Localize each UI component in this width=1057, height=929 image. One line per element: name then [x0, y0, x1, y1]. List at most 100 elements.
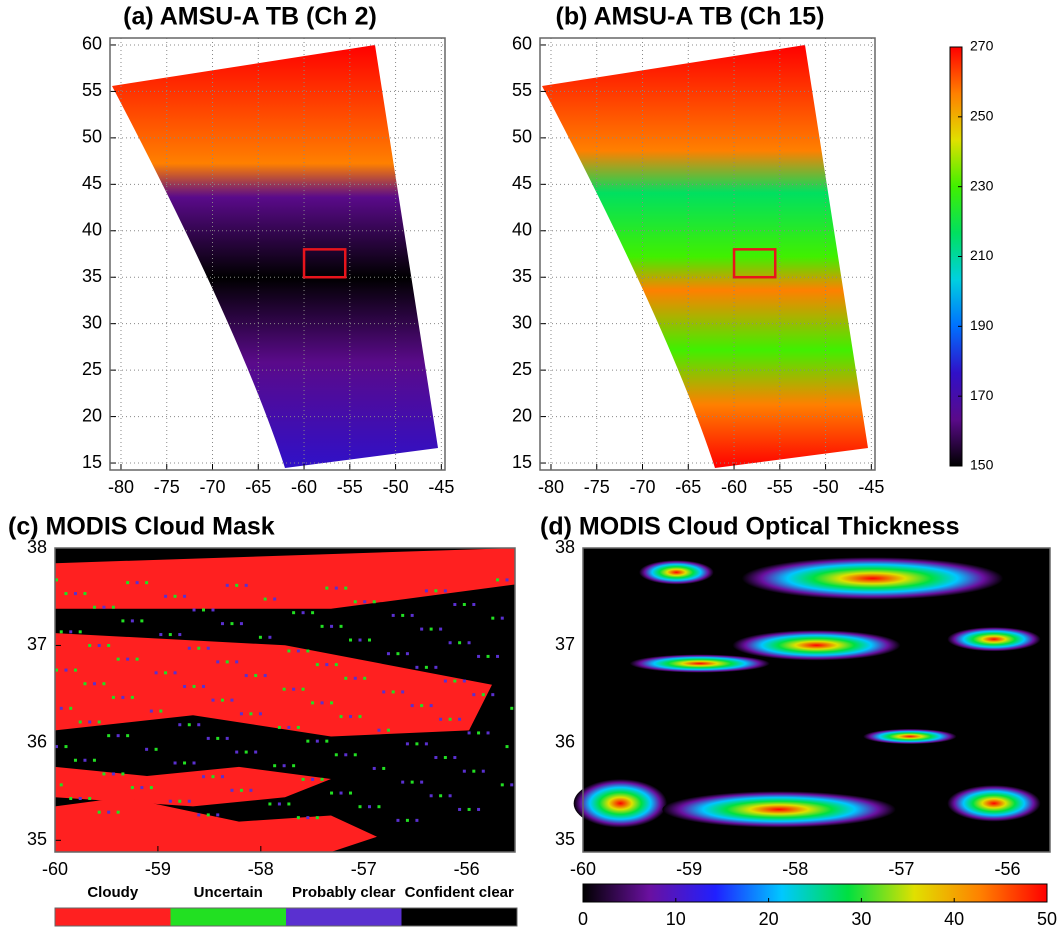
mask-pixel: [500, 783, 504, 787]
mask-pixel: [55, 578, 58, 582]
mask-pixel: [88, 643, 92, 647]
mask-pixel: [116, 734, 120, 738]
mask-pixel: [220, 698, 224, 702]
mask-pixel: [439, 627, 443, 631]
colorbar-label: 230: [970, 177, 994, 193]
mask-pixel: [477, 731, 481, 735]
mask-pixel: [396, 818, 400, 822]
mask-pixel: [88, 797, 92, 801]
x-tick-label: -57: [888, 859, 914, 879]
mask-pixel: [130, 786, 134, 790]
mask-pixel: [344, 676, 348, 680]
mask-pixel: [268, 635, 272, 639]
panel: (b) AMSU-A TB (Ch 15)-80 -75 -70 -65 -60 -55-…: [512, 3, 994, 497]
mask-pixel: [443, 589, 447, 593]
mask-pixel: [353, 676, 357, 680]
mask-pixel: [126, 581, 130, 585]
mask-pixel: [377, 805, 381, 809]
y-tick-label: 55: [512, 80, 532, 100]
mask-pixel: [491, 693, 495, 697]
x-tick-label: -55: [337, 477, 363, 497]
panel: (c) MODIS Cloud Mask -60 -59 -58 -57 -56 35 36 3…: [8, 513, 518, 927]
mask-pixel: [126, 734, 130, 738]
mask-pixel: [192, 761, 196, 765]
mask-pixel: [197, 646, 201, 650]
x-tick-label: -50: [813, 477, 839, 497]
mask-pixel: [178, 799, 182, 803]
mask-pixel: [92, 605, 96, 609]
mask-pixel: [330, 791, 334, 795]
mask-pixel: [287, 802, 291, 806]
y-tick-label: 15: [512, 452, 532, 472]
panel-title: (d) MODIS Cloud Optical Thickness: [540, 513, 959, 541]
x-tick-label: -58: [248, 859, 274, 879]
mask-pixel: [439, 794, 443, 798]
mask-pixel: [505, 578, 509, 582]
y-tick-label: 55: [82, 80, 102, 100]
mask-pixel: [154, 747, 158, 751]
mask-pixel: [225, 583, 229, 587]
y-tick-label: 37: [555, 634, 575, 654]
mask-pixel: [59, 783, 63, 787]
mask-pixel: [107, 810, 111, 814]
x-tick-label: -60: [570, 859, 596, 879]
panel: (d) MODIS Cloud Optical Thickness -60 -59 -…: [540, 513, 1057, 929]
mask-pixel: [187, 723, 191, 727]
mask-pixel: [145, 581, 149, 585]
mask-pixel: [292, 764, 296, 768]
mask-pixel: [102, 605, 106, 609]
x-tick-label: -59: [676, 859, 702, 879]
mask-pixel: [206, 736, 210, 740]
mask-pixel: [429, 627, 433, 631]
mask-pixel: [486, 654, 490, 658]
mask-pixel: [424, 742, 428, 746]
cloud-blob: [741, 557, 1004, 600]
mask-pixel: [353, 753, 357, 757]
swath-image: [112, 45, 438, 468]
mask-pixel: [301, 777, 305, 781]
legend-swatch: [55, 908, 171, 926]
mask-pixel: [420, 627, 424, 631]
mask-pixel: [64, 745, 68, 749]
mask-pixel: [320, 701, 324, 705]
mask-pixel: [500, 616, 504, 620]
mask-pixel: [197, 813, 201, 817]
y-tick-label: 38: [555, 537, 575, 557]
colorbar-label: 20: [759, 909, 779, 929]
mask-pixel: [130, 619, 134, 623]
mask-pixel: [192, 608, 196, 612]
mask-pixel: [216, 736, 220, 740]
mask-pixel: [55, 668, 58, 672]
mask-pixel: [239, 622, 243, 626]
mask-pixel: [183, 761, 187, 765]
x-tick-label: -70: [200, 477, 226, 497]
mask-pixel: [315, 663, 319, 667]
mask-pixel: [145, 747, 149, 751]
mask-pixel: [439, 717, 443, 721]
mask-pixel: [102, 682, 106, 686]
mask-pixel: [453, 756, 457, 760]
mask-pixel: [254, 750, 258, 754]
x-tick-label: -56: [995, 859, 1021, 879]
mask-pixel: [235, 583, 239, 587]
mask-pixel: [306, 816, 310, 820]
mask-pixel: [396, 652, 400, 656]
mask-pixel: [405, 652, 409, 656]
mask-pixel: [382, 690, 386, 694]
y-tick-label: 15: [82, 452, 102, 472]
mask-pixel: [135, 657, 139, 661]
cloud-blob: [863, 728, 957, 745]
mask-pixel: [183, 594, 187, 598]
mask-pixel: [477, 807, 481, 811]
mask-pixel: [211, 608, 215, 612]
mask-pixel: [510, 783, 514, 787]
plot-frame: [582, 547, 1051, 853]
mask-pixel: [344, 586, 348, 590]
legend-label: Confident clear: [405, 884, 514, 901]
mask-pixel: [78, 630, 82, 634]
mask-pixel: [225, 736, 229, 740]
mask-pixel: [462, 679, 466, 683]
mask-pixel: [173, 761, 177, 765]
mask-pixel: [486, 731, 490, 735]
mask-pixel: [334, 586, 338, 590]
